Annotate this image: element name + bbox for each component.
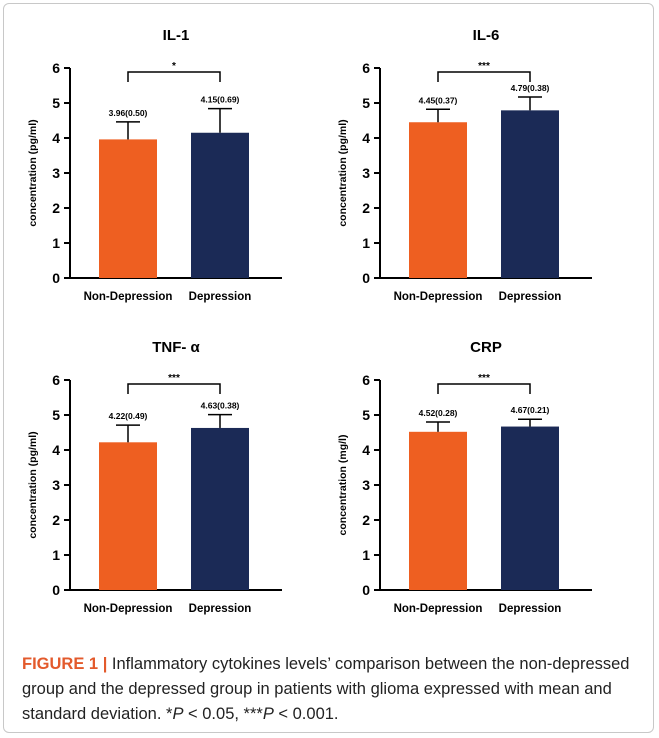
caption-text-mid: < 0.05, *** bbox=[183, 705, 263, 723]
y-tick-label: 2 bbox=[362, 512, 370, 528]
y-tick-label: 5 bbox=[362, 95, 370, 111]
y-axis-label: concentration (pg/ml) bbox=[337, 119, 349, 226]
x-tick-label: Depression bbox=[499, 603, 562, 615]
y-tick-label: 5 bbox=[52, 407, 60, 423]
value-label: 3.96(0.50) bbox=[109, 108, 148, 118]
chart-panel-il1: IL-1 concentration (pg/ml) 0 1 2 3 4 5 6 3.96(0.5… bbox=[27, 27, 282, 303]
y-axis-label: concentration (mg/l) bbox=[337, 435, 349, 536]
y-tick-label: 0 bbox=[362, 582, 370, 598]
y-tick-label: 6 bbox=[362, 60, 370, 76]
bar-depression bbox=[501, 110, 559, 278]
value-label: 4.22(0.49) bbox=[109, 411, 148, 421]
y-tick-label: 2 bbox=[362, 200, 370, 216]
bar-depression bbox=[191, 132, 249, 278]
x-tick-label: Non-Depression bbox=[84, 603, 173, 615]
value-label: 4.63(0.38) bbox=[201, 401, 240, 411]
caption-label: FIGURE 1 bbox=[22, 655, 99, 673]
y-tick-label: 1 bbox=[52, 547, 60, 563]
significance-marker: *** bbox=[478, 61, 490, 72]
y-tick-label: 4 bbox=[52, 130, 60, 146]
chart-title: TNF- α bbox=[152, 339, 200, 356]
caption-p2: P bbox=[262, 705, 274, 723]
y-tick-label: 3 bbox=[52, 165, 60, 181]
y-tick-label: 3 bbox=[52, 477, 60, 493]
value-label: 4.15(0.69) bbox=[201, 95, 240, 105]
y-tick-label: 6 bbox=[52, 372, 60, 388]
bar-non-depression bbox=[99, 442, 157, 590]
x-tick-label: Depression bbox=[189, 291, 252, 303]
chart-panel-tnf: TNF- α concentration (pg/ml) 0 1 2 3 4 5 6 4.22(0… bbox=[27, 339, 282, 615]
bar-non-depression bbox=[409, 431, 467, 590]
chart-title: CRP bbox=[470, 339, 502, 356]
y-axis-label: concentration (pg/ml) bbox=[27, 119, 39, 226]
significance-bracket bbox=[127, 383, 221, 394]
y-tick-label: 0 bbox=[362, 270, 370, 286]
figure-frame bbox=[3, 3, 654, 733]
significance-bracket bbox=[437, 383, 531, 394]
chart-title: IL-6 bbox=[473, 27, 500, 44]
y-tick-label: 2 bbox=[52, 512, 60, 528]
caption-p1: P bbox=[172, 705, 184, 723]
y-tick-label: 5 bbox=[52, 95, 60, 111]
significance-marker: * bbox=[172, 61, 176, 72]
y-tick-label: 1 bbox=[52, 235, 60, 251]
y-tick-label: 6 bbox=[362, 372, 370, 388]
y-tick-label: 0 bbox=[52, 582, 60, 598]
value-label: 4.67(0.21) bbox=[511, 405, 550, 415]
significance-bracket bbox=[437, 71, 531, 82]
significance-marker: *** bbox=[478, 373, 490, 384]
x-tick-label: Depression bbox=[499, 291, 562, 303]
bar-depression bbox=[191, 427, 249, 590]
y-tick-label: 1 bbox=[362, 235, 370, 251]
value-label: 4.79(0.38) bbox=[511, 83, 550, 93]
caption-text-main: Inflammatory cytokines levels’ compariso… bbox=[22, 655, 630, 723]
figure-caption: FIGURE 1 | Inflammatory cytokines levels… bbox=[22, 652, 642, 727]
x-tick-label: Non-Depression bbox=[394, 291, 483, 303]
caption-separator: | bbox=[102, 655, 108, 673]
y-tick-label: 4 bbox=[52, 442, 60, 458]
value-label: 4.52(0.28) bbox=[419, 408, 458, 418]
y-tick-label: 4 bbox=[362, 130, 370, 146]
y-tick-label: 3 bbox=[362, 165, 370, 181]
chart-panel-crp: CRP concentration (mg/l) 0 1 2 3 4 5 6 4.52(0.28)… bbox=[337, 339, 592, 615]
y-tick-label: 0 bbox=[52, 270, 60, 286]
caption-text-end: < 0.001. bbox=[273, 705, 339, 723]
bar-depression bbox=[501, 426, 559, 590]
y-tick-label: 6 bbox=[52, 60, 60, 76]
significance-bracket bbox=[127, 71, 221, 82]
y-tick-label: 3 bbox=[362, 477, 370, 493]
y-tick-label: 5 bbox=[362, 407, 370, 423]
chart-title: IL-1 bbox=[163, 27, 190, 44]
bar-non-depression bbox=[409, 122, 467, 278]
x-tick-label: Non-Depression bbox=[84, 291, 173, 303]
value-label: 4.45(0.37) bbox=[419, 95, 458, 105]
chart-panel-il6: IL-6 concentration (pg/ml) 0 1 2 3 4 5 6 4.45(0.3… bbox=[337, 27, 592, 303]
y-tick-label: 2 bbox=[52, 200, 60, 216]
bar-non-depression bbox=[99, 139, 157, 278]
y-tick-label: 1 bbox=[362, 547, 370, 563]
x-tick-label: Depression bbox=[189, 603, 252, 615]
y-tick-label: 4 bbox=[362, 442, 370, 458]
x-tick-label: Non-Depression bbox=[394, 603, 483, 615]
y-axis-label: concentration (pg/ml) bbox=[27, 431, 39, 538]
significance-marker: *** bbox=[168, 373, 180, 384]
